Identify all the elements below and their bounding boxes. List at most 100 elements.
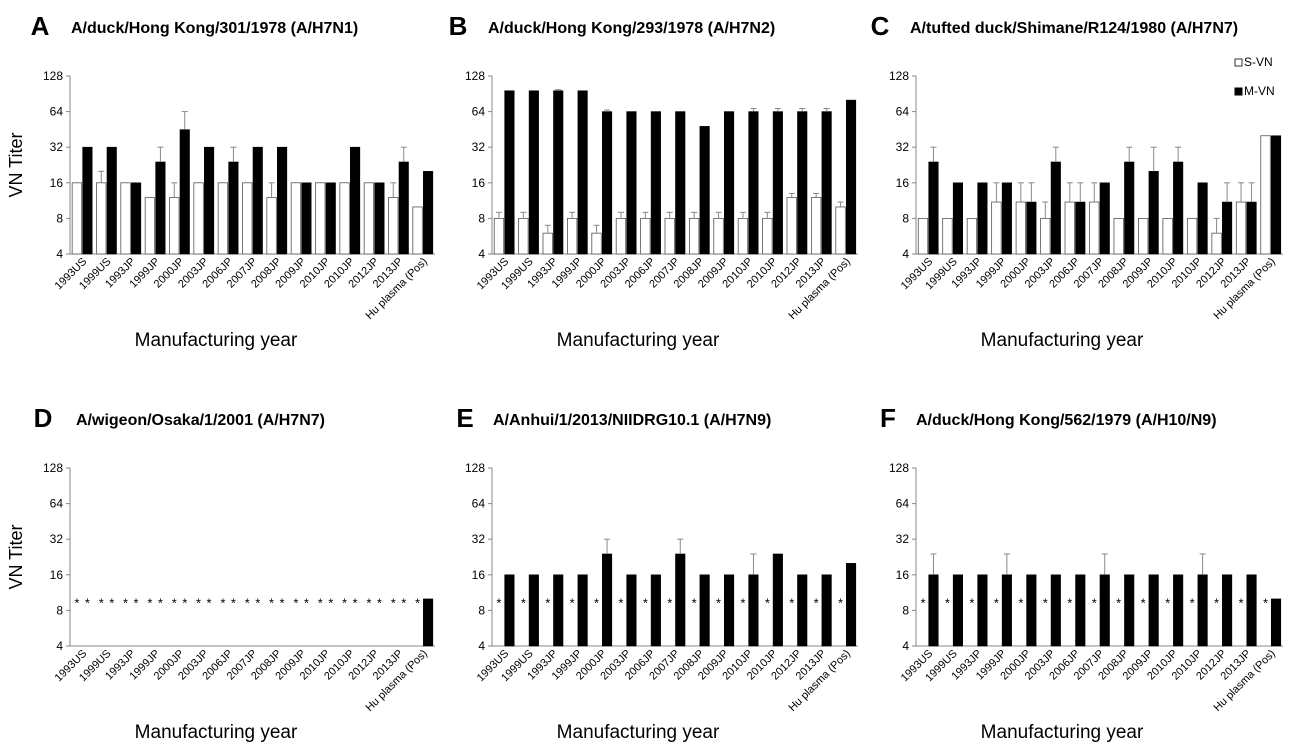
no-data-marker: * [377,596,382,611]
bar-m-vn [1124,161,1135,255]
x-axis-label: Manufacturing year [981,330,1144,351]
bar-m-vn [1173,574,1184,647]
bar-m-vn [179,129,190,255]
no-data-marker: * [838,596,843,611]
bar-m-vn [723,574,735,647]
bar-s-vn [1064,201,1075,255]
no-data-marker: * [74,596,79,611]
y-tick-label: 8 [902,603,909,617]
panel-title: A/duck/Hong Kong/301/1978 (A/H7N1) [71,20,358,37]
no-data-marker: * [594,596,599,611]
bar-m-vn [675,553,686,647]
bar-s-vn [966,217,978,255]
no-data-marker: * [994,596,999,611]
bar-m-vn [928,161,939,255]
no-data-marker: * [182,596,187,611]
bar-m-vn [748,111,759,255]
y-tick-label: 32 [896,140,910,154]
panel-title: A/duck/Hong Kong/293/1978 (A/H7N2) [488,20,775,37]
bar-m-vn [821,111,832,255]
bar-m-vn [1099,574,1110,647]
no-data-marker: * [318,596,323,611]
bar-s-vn [640,217,651,255]
bar-m-vn [1075,201,1086,255]
bar-m-vn [952,574,964,647]
no-data-marker: * [328,596,333,611]
bar-s-vn [363,182,375,255]
bar-s-vn [518,217,529,255]
bar-m-vn [82,146,93,255]
bar-m-vn [821,574,832,647]
y-tick-label: 4 [56,247,63,261]
no-data-marker: * [1190,596,1195,611]
bar-s-vn [1162,217,1173,255]
y-tick-label: 32 [472,532,486,546]
y-tick-label: 4 [902,247,909,261]
bar-m-vn [1026,574,1037,647]
bar-s-vn [1186,217,1198,255]
no-data-marker: * [1214,596,1219,611]
no-data-marker: * [109,596,114,611]
bar-s-vn [412,206,423,255]
y-tick-label: 4 [902,639,909,653]
no-data-marker: * [196,596,201,611]
no-data-marker: * [415,596,420,611]
bar-s-vn [266,197,277,255]
bar-m-vn [1173,161,1184,255]
bar-m-vn [1148,574,1159,647]
no-data-marker: * [147,596,152,611]
x-axis-label: Manufacturing year [135,330,298,351]
bar-m-vn [626,574,637,647]
bar-m-vn [1001,182,1012,255]
bar-m-vn [1026,201,1037,255]
bar-m-vn [601,111,613,255]
no-data-marker: * [1018,596,1023,611]
y-tick-label: 64 [896,105,910,119]
bar-m-vn [131,182,142,255]
no-data-marker: * [496,596,501,611]
bar-m-vn [228,161,239,255]
no-data-marker: * [765,596,770,611]
no-data-marker: * [158,596,163,611]
bar-m-vn [504,574,515,647]
panel-letter: A [31,11,50,41]
no-data-marker: * [134,596,139,611]
y-tick-label: 64 [896,497,910,511]
no-data-marker: * [353,596,358,611]
bar-m-vn [626,111,637,255]
bar-m-vn [1050,161,1061,255]
no-data-marker: * [172,596,177,611]
no-data-marker: * [269,596,274,611]
y-axis-label: VN Titer [6,524,26,589]
bar-s-vn [315,182,326,255]
bar-s-vn [1015,201,1026,255]
y-tick-label: 16 [50,176,64,190]
bar-m-vn [1222,574,1233,647]
y-tick-label: 32 [50,532,64,546]
no-data-marker: * [920,596,925,611]
y-tick-label: 4 [478,247,485,261]
y-tick-label: 8 [478,211,485,225]
bar-m-vn [374,182,385,255]
bar-s-vn [1040,217,1051,255]
bar-s-vn [786,197,797,255]
y-tick-label: 64 [50,497,64,511]
no-data-marker: * [1263,596,1268,611]
bar-m-vn [845,99,857,255]
no-data-marker: * [1067,596,1072,611]
bar-m-vn [699,126,710,255]
bar-m-vn [1075,574,1086,647]
no-data-marker: * [740,596,745,611]
no-data-marker: * [280,596,285,611]
y-tick-label: 16 [472,176,486,190]
bar-m-vn [845,563,857,647]
bar-m-vn [577,90,588,255]
bar-s-vn [942,217,953,255]
no-data-marker: * [1092,596,1097,611]
bar-s-vn [388,197,399,255]
panel-title: A/wigeon/Osaka/1/2001 (A/H7N7) [76,412,325,429]
bar-s-vn [917,217,929,255]
bar-s-vn [96,182,107,255]
bar-m-vn [699,574,710,647]
bar-m-vn [675,111,686,255]
